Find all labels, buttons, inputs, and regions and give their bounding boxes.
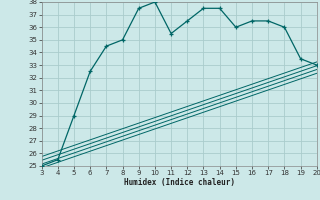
X-axis label: Humidex (Indice chaleur): Humidex (Indice chaleur): [124, 178, 235, 187]
